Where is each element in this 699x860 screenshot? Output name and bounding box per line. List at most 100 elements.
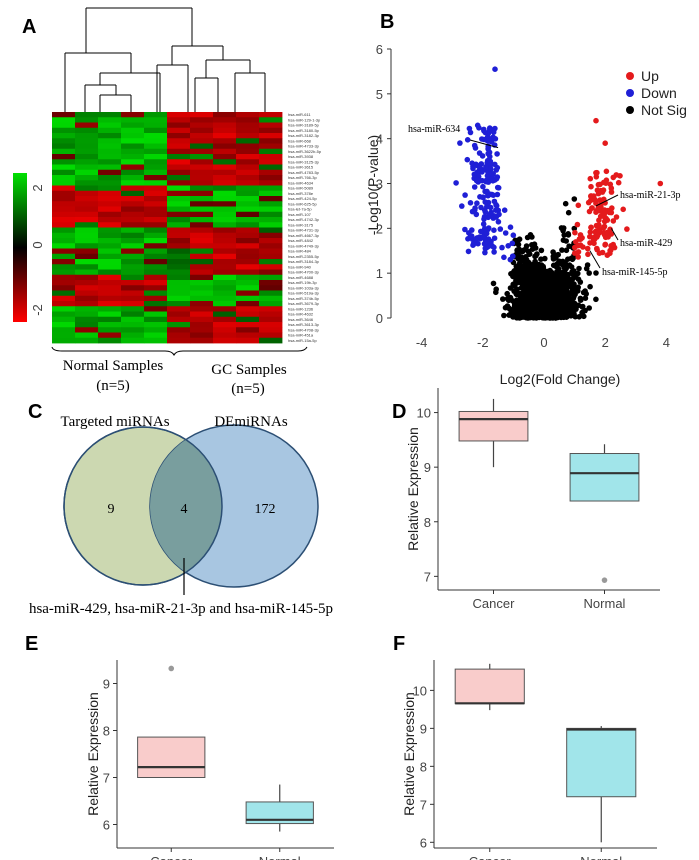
volcano-point: [563, 265, 569, 272]
heatmap-cell: [213, 301, 237, 307]
volcano-point: [486, 137, 493, 144]
heatmap-row-label: hsa-miR-4632: [288, 312, 314, 317]
volcano-point: [587, 283, 593, 290]
heatmap-cell: [190, 264, 214, 270]
heatmap-cell: [259, 112, 283, 118]
group-label-gc: GC Samples: [211, 362, 287, 378]
heatmap-cell: [52, 232, 76, 239]
heatmap-cell: [236, 148, 260, 155]
heatmap-cell: [98, 232, 122, 239]
heatmap-row-label: hsa-miR-3938: [288, 154, 314, 159]
heatmap-cell: [259, 264, 283, 270]
heatmap-cell: [75, 337, 99, 344]
volcano-point: [562, 300, 568, 306]
heatmap-cell: [167, 196, 191, 202]
heatmap-cell: [190, 259, 214, 265]
volcano-point: [571, 281, 577, 287]
volcano-point: [490, 192, 497, 198]
heatmap-cell: [144, 190, 168, 197]
volcano-point: [524, 286, 530, 292]
heatmap-cell: [259, 217, 283, 223]
volcano-point: [495, 219, 502, 225]
volcano-point: [530, 287, 536, 293]
volcano-point: [534, 294, 541, 300]
heatmap-cell: [121, 274, 145, 281]
volcano-point: [482, 199, 489, 205]
heatmap-cell: [75, 211, 99, 218]
heatmap-row-label: hsa-miR-766-3p: [288, 175, 317, 180]
heatmap-cell: [259, 164, 283, 171]
heatmap-cell: [52, 306, 76, 312]
heatmap-cell: [75, 169, 99, 176]
volcano-point: [554, 304, 561, 310]
heatmap-cell: [75, 154, 99, 160]
volcano-point: [474, 176, 481, 183]
volcano-point: [525, 272, 532, 278]
volcano-point: [553, 281, 560, 287]
volcano-point: [562, 272, 568, 279]
heatmap-row-label: hsa-miR-3613-3p: [288, 322, 320, 327]
volcano-point: [558, 225, 565, 231]
heatmap-cell: [213, 306, 237, 312]
volcano-point: [569, 271, 576, 278]
venn-count-right: 172: [255, 502, 276, 517]
heatmap-cell: [190, 185, 214, 192]
heatmap-cell: [52, 227, 76, 234]
volcano-point: [464, 137, 471, 143]
heatmap-cell: [236, 248, 260, 255]
box-body: [137, 736, 206, 779]
heatmap-cell: [236, 217, 260, 223]
volcano-point: [515, 255, 522, 262]
volcano-point: [487, 158, 494, 165]
heatmap-cell: [121, 238, 145, 244]
heatmap-cell: [144, 159, 168, 165]
heatmap-cell: [190, 306, 214, 312]
volcano-point: [593, 209, 599, 215]
heatmap-cell: [144, 127, 168, 134]
heatmap-cell: [259, 259, 283, 265]
heatmap-cell: [236, 201, 260, 207]
heatmap-cell: [144, 112, 168, 118]
volcano-point: [574, 221, 581, 228]
heatmap-cell: [167, 206, 191, 213]
heatmap-cell: [190, 133, 214, 139]
volcano-x-title: Log2(Fold Change): [500, 371, 621, 387]
heatmap-cell: [190, 148, 214, 155]
heatmap-row-label: hsa-miR-3646: [288, 317, 314, 322]
heatmap-cell: [121, 138, 145, 144]
volcano-point: [509, 240, 516, 247]
heatmap-column-dendrogram: [64, 7, 266, 112]
volcano-y-tick-label: 1: [376, 266, 383, 281]
box-y-tick-label: 9: [424, 460, 431, 475]
volcano-point: [539, 300, 545, 307]
heatmap-cell: [213, 185, 237, 192]
heatmap-cell: [236, 133, 260, 139]
volcano-point: [511, 288, 517, 294]
volcano-point: [577, 295, 584, 302]
heatmap-cell: [121, 290, 145, 297]
heatmap-cell: [190, 117, 214, 123]
heatmap-cell: [98, 243, 122, 249]
heatmap-cell: [121, 169, 145, 176]
heatmap-row-label: hsa-miR-4783-5p: [288, 170, 320, 175]
volcano-point: [480, 194, 486, 201]
heatmap-cell: [167, 175, 191, 181]
heatmap-cell: [167, 211, 191, 218]
heatmap-cell: [213, 169, 237, 176]
heatmap-cell: [213, 127, 237, 134]
volcano-point: [567, 308, 574, 315]
volcano-point: [559, 304, 566, 311]
heatmap-cell: [236, 112, 260, 118]
heatmap-cell: [75, 301, 99, 307]
heatmap-row-label: hsa-miR-1236: [288, 306, 314, 311]
volcano-point: [603, 168, 610, 175]
volcano-point: [515, 237, 521, 244]
volcano-point: [596, 250, 603, 256]
heatmap-cell: [190, 295, 214, 302]
volcano-point: [492, 125, 498, 132]
color-key-bar: [13, 173, 27, 322]
heatmap-cell: [144, 285, 168, 291]
heatmap-cell: [167, 316, 191, 323]
heatmap-cell: [144, 196, 168, 202]
